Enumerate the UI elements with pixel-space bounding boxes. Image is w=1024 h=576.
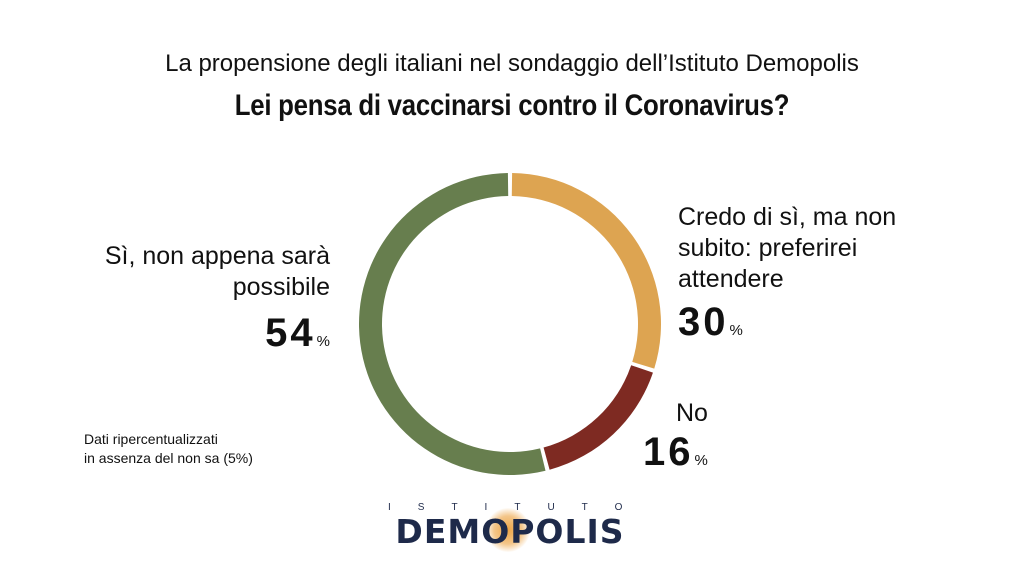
label-no: No [676,399,708,427]
label-si: Sì, non appena sarà possibile [70,241,330,303]
value-no-number: 16 [643,430,694,474]
value-credo-unit: % [729,322,743,339]
label-si-line2: possibile [232,273,330,301]
logo-top-text: ISTITUTO [388,502,650,513]
chart-title: Lei pensa di vaccinarsi contro il Corona… [234,89,790,122]
value-si: 54% [265,313,330,362]
value-si-number: 54 [265,311,316,355]
logo-main-text: DEMOPOLIS [395,512,625,551]
value-no-unit: % [694,452,708,469]
value-no: 16% [643,432,708,481]
donut-slice-1 [543,365,653,470]
footnote: Dati ripercentualizzati in assenza del n… [84,430,253,468]
value-si-unit: % [316,333,330,350]
footnote-line1: Dati ripercentualizzati [84,431,218,447]
donut-slice-2 [359,173,546,476]
label-credo-line2: subito: preferirei [678,234,858,262]
logo-glow [486,508,530,552]
chart-subtitle: La propensione degli italiani nel sondag… [165,50,859,77]
demopolis-logo: ISTITUTO DEMOPOLIS [384,502,636,552]
label-si-line1: Sì, non appena sarà [104,242,330,270]
footnote-line2: in assenza del non sa (5%) [84,450,253,466]
label-credo-line3: attendere [678,265,784,293]
label-credo: Credo di sì, ma non subito: preferirei a… [678,202,978,295]
value-credo: 30% [678,302,743,351]
value-credo-number: 30 [678,300,729,344]
label-credo-line1: Credo di sì, ma non [678,203,897,231]
donut-slice-0 [511,173,661,369]
